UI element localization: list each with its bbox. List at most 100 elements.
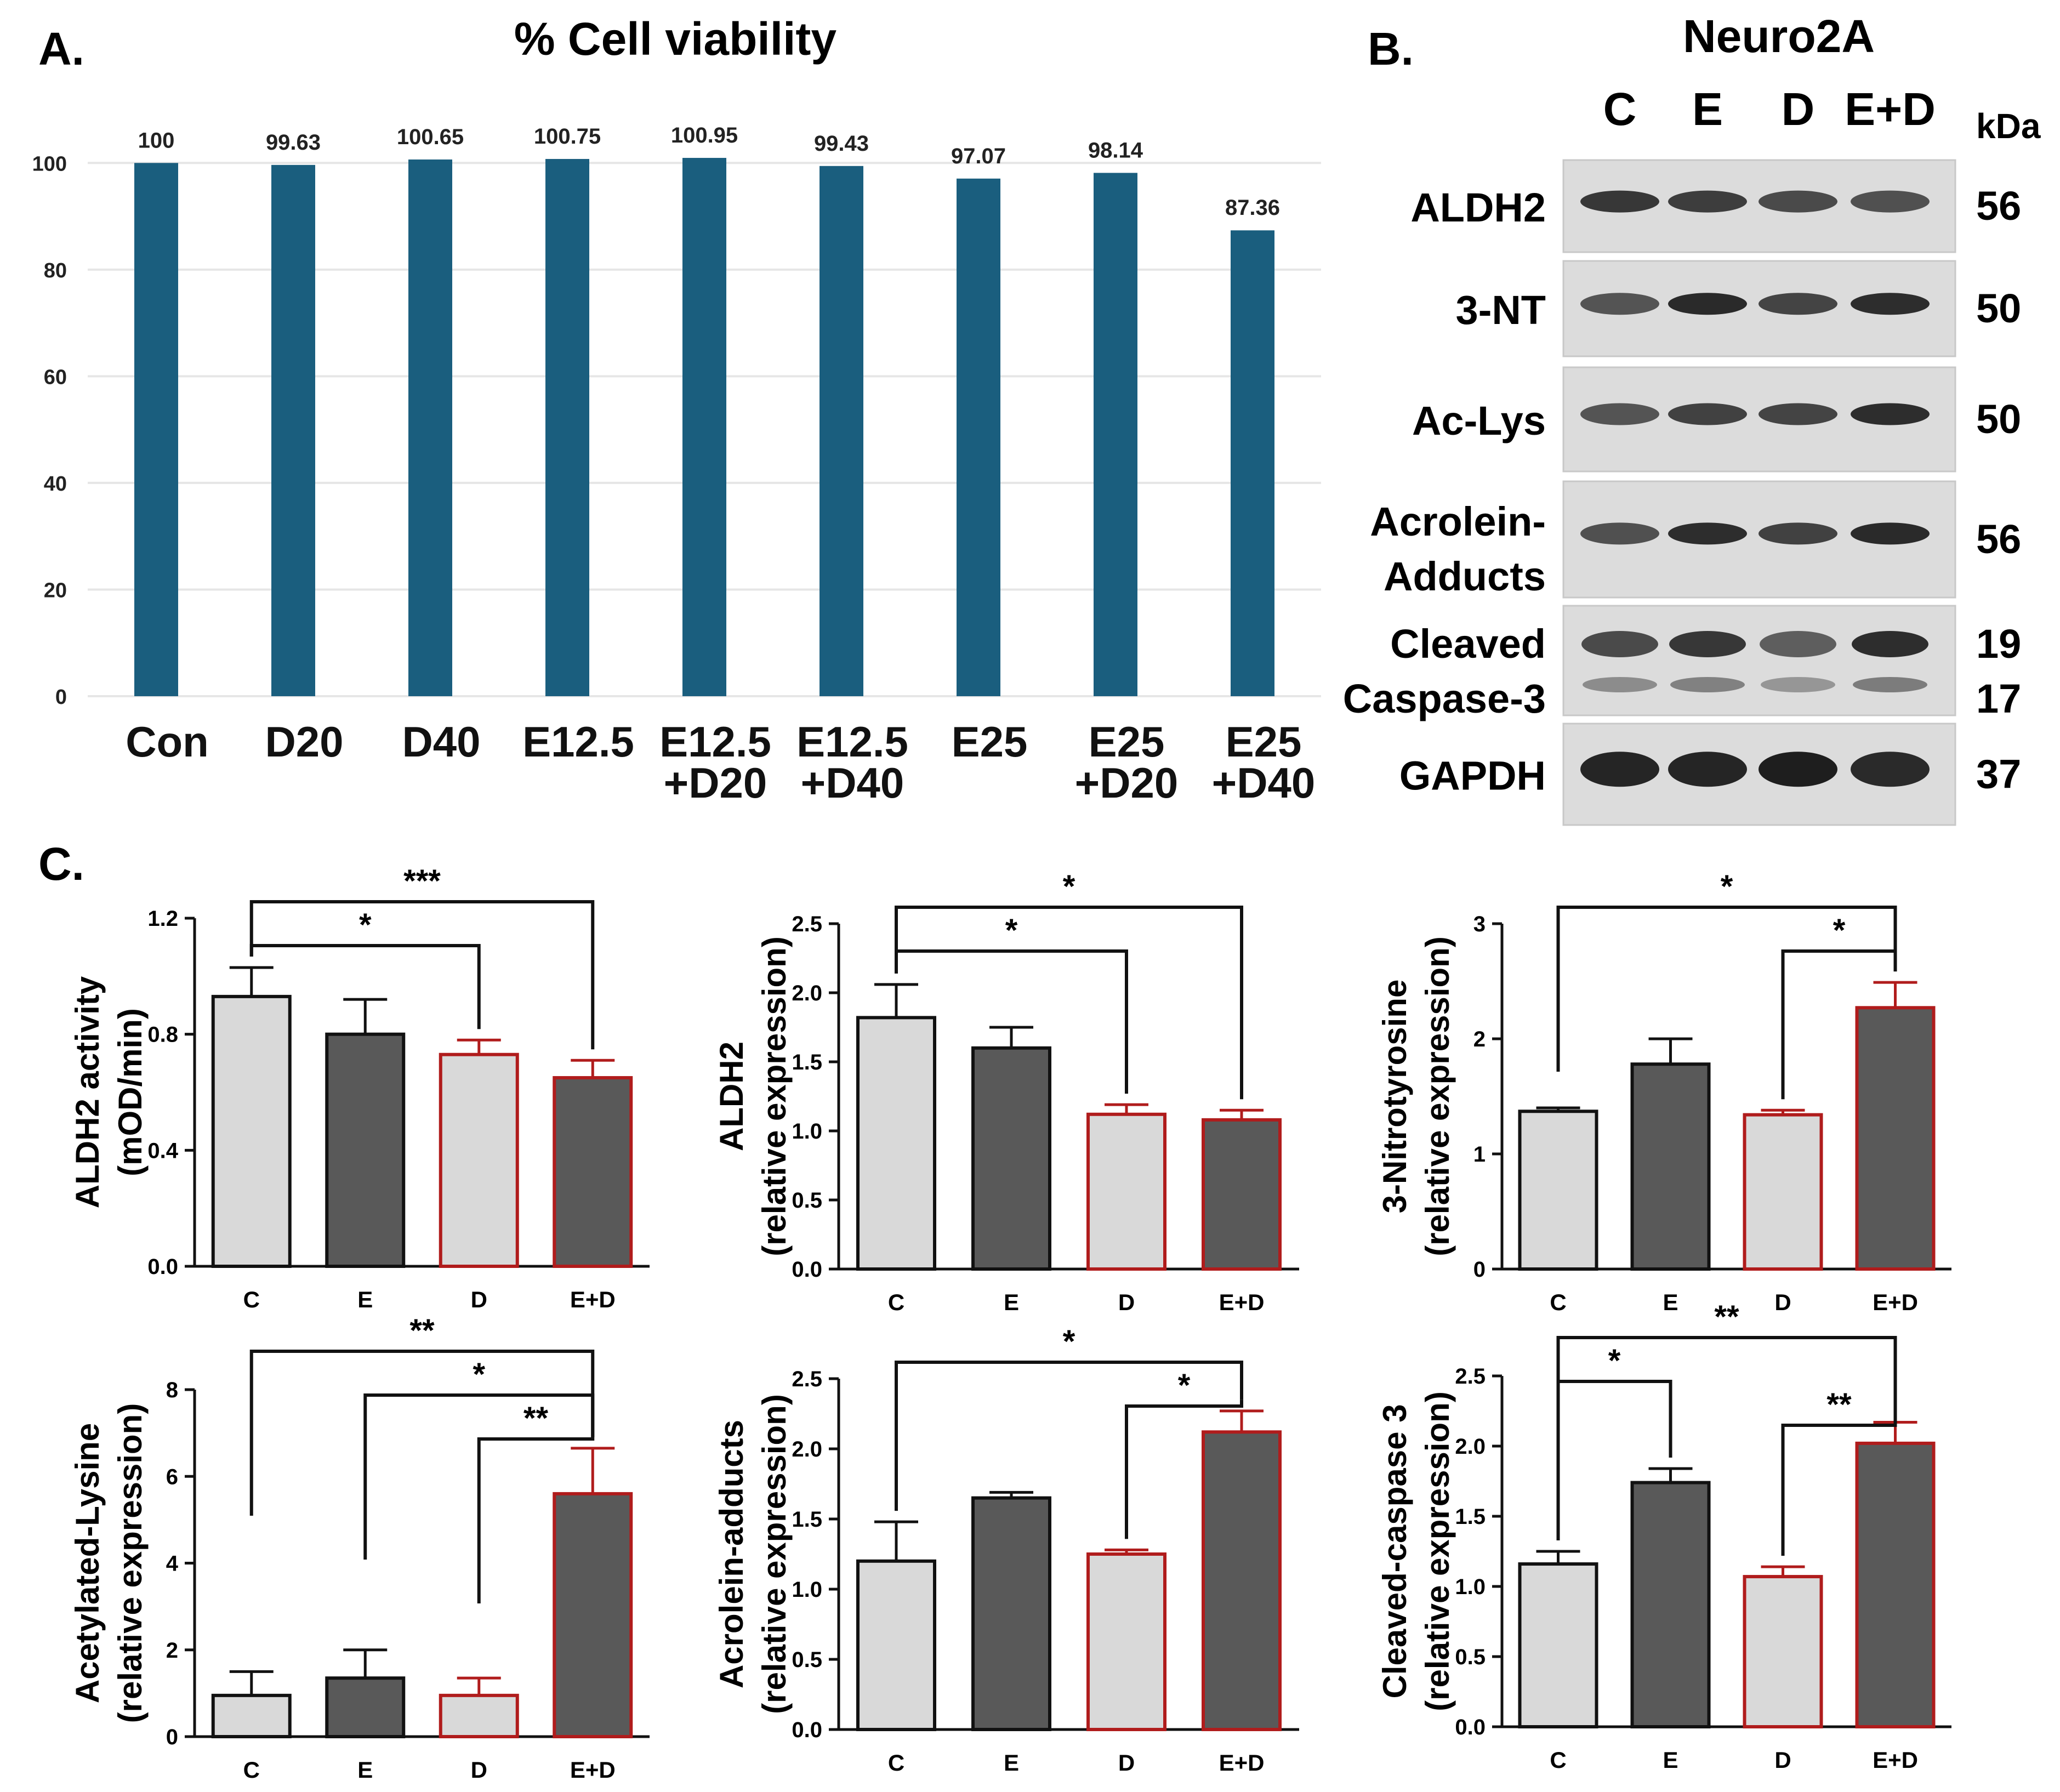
y-tick-label: 0 [1473, 1258, 1486, 1282]
blot-label: 3-NT [1456, 287, 1546, 333]
significance-label: * [1721, 869, 1733, 904]
significance-label: * [1063, 1324, 1075, 1359]
y-tick-label: 1.5 [1455, 1505, 1486, 1529]
x-tick-label: C [243, 1287, 260, 1312]
significance-label: * [1063, 869, 1075, 904]
bar [545, 158, 589, 696]
lane-label: E+D [1845, 83, 1936, 135]
value-label: 97.07 [951, 144, 1006, 168]
value-label: 98.14 [1088, 138, 1143, 162]
bar-chart: 0.0 0.5 1.0 1.5 2.0 2.5 Cleaved-caspase 3 (rela… [1376, 1299, 1951, 1773]
kda-value: 17 [1976, 676, 2021, 721]
blot-label: Adducts [1384, 554, 1546, 599]
blot-band [1851, 752, 1930, 787]
kda-header: kDa [1976, 106, 2041, 146]
y-tick-label: 2 [166, 1639, 178, 1663]
significance-label: * [473, 1357, 485, 1392]
bar [1231, 230, 1274, 696]
quantification-charts: 0.0 0.4 0.8 1.2 ALDH2 activity (mOD/min) C E D E+… [69, 863, 1951, 1783]
x-tick-label: D [471, 1287, 487, 1312]
x-tick-label: E+D [570, 1757, 616, 1783]
blot-band [1851, 403, 1930, 425]
y-tick-label: 0.0 [792, 1258, 822, 1282]
y-axis-label: (mOD/min) [112, 1008, 149, 1176]
significance-bracket [1556, 1380, 1672, 1540]
y-tick-label: 1.5 [792, 1507, 822, 1532]
x-tick-label: E+D [1873, 1289, 1918, 1315]
viability-chart: 0 20 40 60 80 100 100 Con 99.63 D20 100.65 D40 100.7… [32, 123, 1321, 807]
y-axis-label: (relative expression) [756, 1394, 793, 1714]
significance-label: ** [409, 1313, 435, 1349]
y-tick-label: 1 [1473, 1142, 1486, 1167]
significance-label: ** [523, 1401, 549, 1436]
y-tick-label: 0.4 [147, 1139, 178, 1163]
bar [211, 1693, 292, 1739]
significance-bracket [1781, 1411, 1897, 1556]
x-tick-label: C [888, 1750, 904, 1776]
x-tick-label: C [243, 1757, 260, 1783]
significance-label: * [1833, 913, 1846, 948]
x-tick-label: E [357, 1287, 373, 1312]
kda-value: 19 [1976, 621, 2021, 667]
y-tick-label: 2.0 [792, 1437, 822, 1461]
value-label: 100.95 [671, 123, 738, 147]
blot-band [1853, 677, 1927, 692]
bar [1086, 1112, 1166, 1271]
bar [1630, 1481, 1711, 1729]
y-axis-label: Acrolein-adducts [713, 1420, 750, 1688]
kda-value: 56 [1976, 183, 2021, 229]
blot-label: ALDH2 [1410, 185, 1546, 230]
significance-bracket [363, 1393, 595, 1560]
y-tick-label: 20 [44, 579, 67, 602]
bar [1518, 1562, 1598, 1729]
x-tick-label: E12.5 [796, 718, 908, 766]
y-axis-label: (relative expression) [1419, 936, 1456, 1256]
y-tick-label: 2.0 [792, 981, 822, 1005]
x-tick-label: D [1774, 1289, 1791, 1315]
kda-value: 56 [1976, 516, 2021, 562]
y-tick-label: 1.2 [147, 907, 178, 931]
significance-bracket [1125, 1400, 1243, 1539]
y-tick-label: 2.5 [1455, 1364, 1486, 1389]
value-label: 87.36 [1225, 196, 1280, 220]
significance-bracket [1781, 949, 1897, 1100]
y-tick-label: 6 [166, 1465, 178, 1489]
x-tick-label: E25 [952, 718, 1028, 766]
y-tick-label: 40 [44, 473, 67, 496]
x-tick-label: D [1118, 1289, 1135, 1315]
x-tick-label: D40 [402, 718, 480, 766]
y-tick-label: 1.0 [1455, 1575, 1486, 1599]
blot-band [1581, 631, 1658, 657]
bar [553, 1492, 633, 1738]
blot-band [1668, 403, 1747, 425]
bar [325, 1032, 406, 1268]
y-tick-label: 80 [44, 259, 67, 282]
panel-b: B. Neuro2A C E D E+D kDa ALDH2 56 3-NT 50 Ac-Lys 5… [1343, 10, 2041, 826]
significance-bracket [477, 1437, 595, 1603]
bar [1094, 173, 1137, 696]
significance-label: * [1608, 1343, 1621, 1379]
y-tick-label: 1.0 [792, 1578, 822, 1602]
blot-band [1668, 522, 1747, 545]
value-label: 100 [138, 128, 175, 152]
significance-bracket [895, 1361, 1243, 1511]
y-axis-label: (relative expression) [1419, 1391, 1456, 1711]
blot-band [1760, 631, 1836, 657]
panel-a: A. % Cell viability 0 20 40 60 80 100 100 Con 99… [32, 13, 1321, 807]
y-tick-label: 1.0 [792, 1119, 822, 1144]
y-axis-label: 3-Nitrotyrosine [1376, 980, 1413, 1214]
x-tick-label: E12.5 [522, 718, 634, 766]
blot-band [1759, 190, 1837, 213]
y-tick-label: 60 [44, 366, 67, 389]
y-tick-label: 0.0 [147, 1255, 178, 1279]
y-tick-label: 0.0 [1455, 1715, 1486, 1739]
kda-value: 37 [1976, 752, 2021, 797]
significance-bracket [249, 900, 595, 1050]
significance-bracket [1556, 906, 1897, 1072]
blot-band [1759, 522, 1837, 545]
significance-label: * [1005, 913, 1018, 948]
bar [971, 1046, 1051, 1271]
blot-band [1851, 522, 1930, 545]
blot-band [1761, 677, 1835, 692]
x-tick-label: C [1550, 1289, 1566, 1315]
